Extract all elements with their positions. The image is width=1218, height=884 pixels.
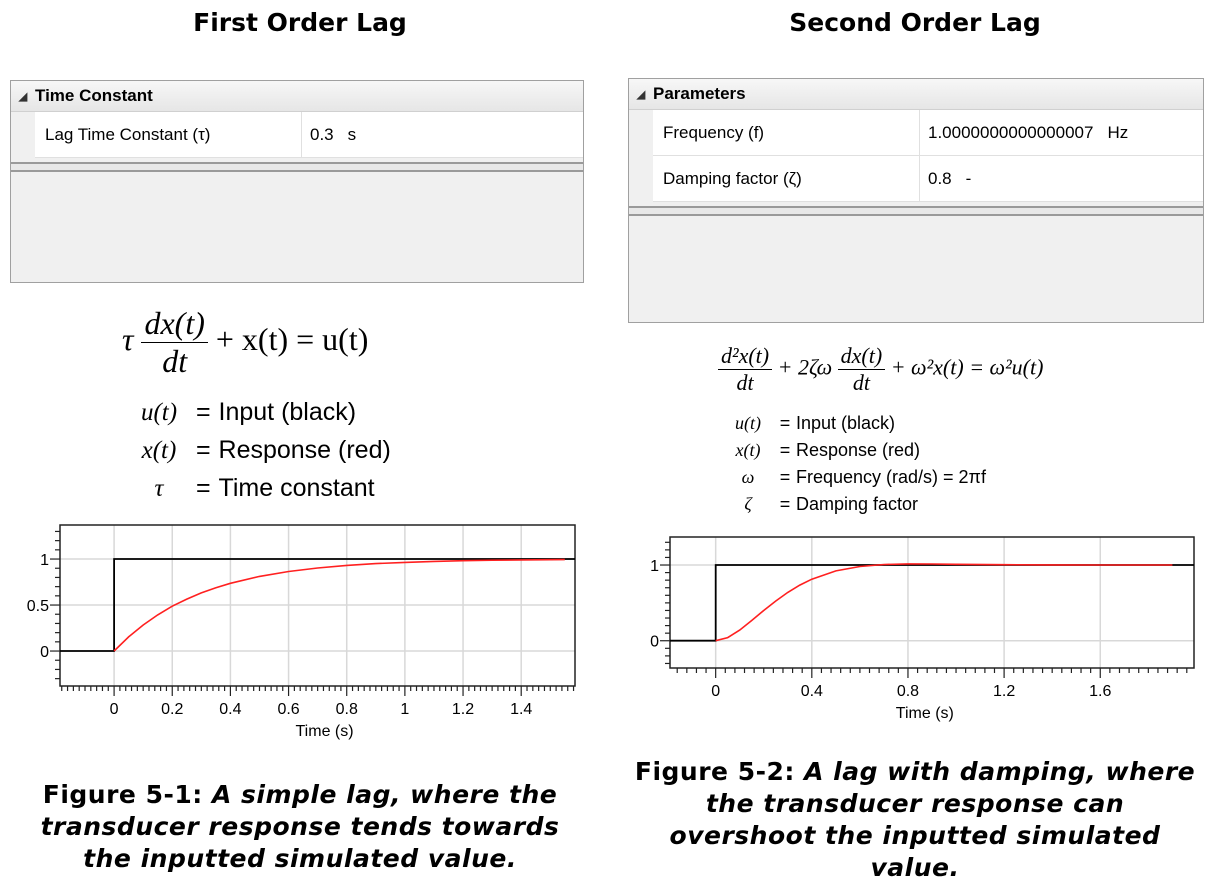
splitter[interactable] <box>11 162 583 172</box>
x-tick-label: 0.6 <box>277 701 299 718</box>
time-constant-property-grid: ◢ Time Constant Lag Time Constant (τ) 0.… <box>10 80 584 283</box>
unit: Hz <box>1107 122 1129 142</box>
parameters-property-grid: ◢ Parameters Frequency (f) 1.00000000000… <box>628 78 1204 323</box>
collapse-triangle-icon[interactable]: ◢ <box>636 88 646 101</box>
x-axis-label: Time (s) <box>896 705 954 722</box>
property-label: Damping factor (ζ) <box>653 156 920 201</box>
second-order-chart: 0 0.4 0.8 1.2 1.6 0 1 Time (s) <box>650 536 1195 722</box>
y-tick-label: 1 <box>650 558 659 575</box>
unit: s <box>347 124 357 144</box>
x-tick-label: 1.2 <box>993 683 1015 700</box>
value[interactable]: 1.0000000000000007 <box>928 122 1094 142</box>
response-line <box>113 558 565 652</box>
x-tick-label: 1.4 <box>510 701 532 718</box>
x-tick-label: 0.8 <box>897 683 919 700</box>
property-row: Damping factor (ζ) 0.8- <box>653 156 1203 202</box>
second-order-legend: u(t) = Input (black) x(t) = Response (re… <box>735 413 986 514</box>
x-tick-label: 0.2 <box>161 701 183 718</box>
unit: - <box>965 168 972 188</box>
property-value-field[interactable]: 0.8- <box>920 169 971 189</box>
first-order-equation: τ dx(t) dt + x(t) = u(t) <box>122 305 369 379</box>
x-tick-label: 1.6 <box>1089 683 1111 700</box>
section-header-parameters[interactable]: ◢ Parameters <box>629 79 1203 110</box>
first-order-chart: 0 0.2 0.4 0.6 0.8 1 1.2 1.4 0 0.5 1 Time (s) <box>27 524 576 740</box>
value[interactable]: 0.3 <box>310 124 334 144</box>
property-label: Lag Time Constant (τ) <box>35 112 302 157</box>
first-order-legend: u(t) = Input (black) x(t) = Response (re… <box>140 398 391 502</box>
second-order-equation: d²x(t) dt + 2ζω dx(t) dt + ω²x(t) = ω²u(t) <box>718 343 1043 396</box>
section-title: Time Constant <box>35 86 153 105</box>
input-line <box>60 558 575 652</box>
property-value-field[interactable]: 1.0000000000000007 Hz <box>920 123 1128 143</box>
section-header-time-constant[interactable]: ◢ Time Constant <box>11 81 583 112</box>
value[interactable]: 0.8 <box>928 168 952 188</box>
property-label: Frequency (f) <box>653 110 920 155</box>
property-row: Lag Time Constant (τ) 0.3 s <box>35 112 583 158</box>
collapse-triangle-icon[interactable]: ◢ <box>18 90 28 103</box>
x-tick-label: 1 <box>400 701 409 718</box>
x-tick-label: 0 <box>110 701 119 718</box>
property-row: Frequency (f) 1.0000000000000007 Hz <box>653 110 1203 156</box>
y-tick-label: 0 <box>40 644 49 661</box>
figure-5-2-caption: Figure 5-2: A lag with damping, where th… <box>634 757 1196 882</box>
first-order-title: First Order Lag <box>193 8 407 37</box>
section-title: Parameters <box>653 84 746 103</box>
figure-5-1-caption: Figure 5-1: A simple lag, where the tran… <box>40 780 560 873</box>
x-tick-label: 1.2 <box>452 701 474 718</box>
y-tick-label: 0 <box>650 634 659 651</box>
input-line <box>670 564 1194 642</box>
x-tick-label: 0.4 <box>801 683 823 700</box>
y-tick-label: 0.5 <box>27 598 49 615</box>
x-axis-label: Time (s) <box>296 723 354 740</box>
x-tick-label: 0.4 <box>219 701 241 718</box>
plot-frame <box>669 536 1195 669</box>
x-tick-label: 0.8 <box>336 701 358 718</box>
splitter[interactable] <box>629 206 1203 216</box>
y-tick-label: 1 <box>40 552 49 569</box>
response-line <box>715 563 1173 642</box>
second-order-title: Second Order Lag <box>789 8 1041 37</box>
x-tick-label: 0 <box>711 683 720 700</box>
property-value-field[interactable]: 0.3 s <box>302 125 356 145</box>
